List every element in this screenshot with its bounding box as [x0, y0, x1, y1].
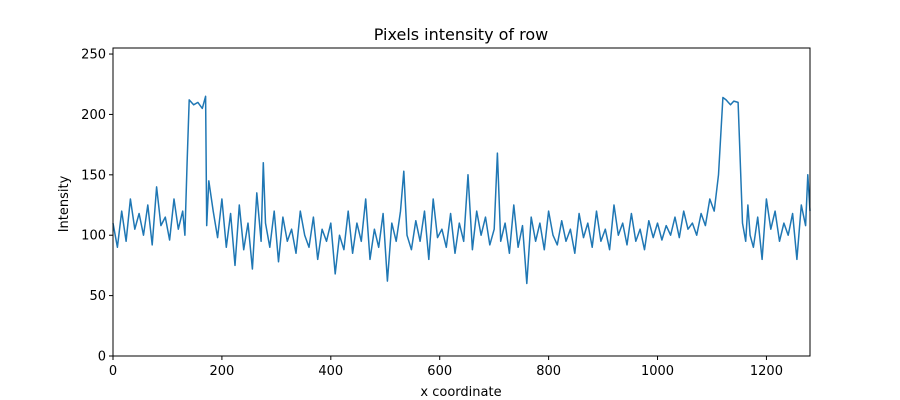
plot-area	[112, 47, 811, 357]
x-axis-ticks: 0 200 400 600 800 1000 1200	[109, 356, 783, 379]
y-tick-label: 100	[81, 229, 106, 244]
x-axis-label: x coordinate	[420, 385, 501, 400]
x-tick-label: 1200	[750, 364, 783, 379]
series-line-0	[112, 95, 811, 285]
y-tick-label: 150	[81, 168, 106, 183]
x-tick-label: 200	[209, 364, 234, 379]
x-tick-label: 800	[536, 364, 561, 379]
y-axis-ticks: 0 50 100 150 200 250	[81, 48, 113, 365]
x-tick-label: 1000	[641, 364, 674, 379]
y-tick-label: 250	[81, 48, 106, 63]
plot-frame	[112, 47, 811, 357]
y-tick-label: 50	[89, 289, 106, 304]
x-tick-label: 0	[109, 364, 117, 379]
y-tick-label: 0	[98, 350, 106, 365]
y-tick-label: 200	[81, 108, 106, 123]
y-axis-label: Intensity	[57, 175, 72, 232]
x-tick-label: 400	[318, 364, 343, 379]
chart-title: Pixels intensity of row	[374, 25, 549, 44]
x-tick-label: 600	[427, 364, 452, 379]
